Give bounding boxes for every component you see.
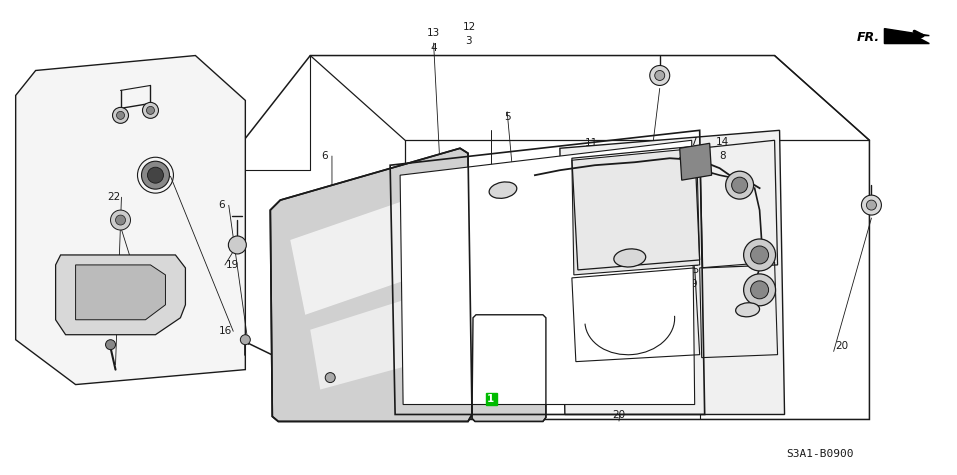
Polygon shape <box>679 143 712 180</box>
Circle shape <box>229 236 246 254</box>
Circle shape <box>143 103 159 118</box>
Text: FR.: FR. <box>857 31 879 44</box>
Text: 9: 9 <box>690 279 697 289</box>
Text: 2: 2 <box>588 152 594 162</box>
Polygon shape <box>310 295 430 390</box>
Circle shape <box>105 340 116 350</box>
Polygon shape <box>884 28 929 44</box>
Circle shape <box>142 161 169 189</box>
Polygon shape <box>270 148 472 421</box>
Ellipse shape <box>489 182 517 199</box>
Circle shape <box>146 106 154 114</box>
Circle shape <box>861 195 881 215</box>
Circle shape <box>750 281 768 299</box>
Text: 1: 1 <box>487 394 495 405</box>
Text: 15: 15 <box>687 265 701 275</box>
Ellipse shape <box>613 249 646 267</box>
Text: S3A1-B0900: S3A1-B0900 <box>786 449 854 459</box>
Text: 19: 19 <box>226 260 239 270</box>
Circle shape <box>325 372 335 382</box>
Circle shape <box>117 111 124 119</box>
Circle shape <box>116 215 125 225</box>
Text: 7: 7 <box>520 296 526 306</box>
Polygon shape <box>472 315 545 421</box>
Circle shape <box>111 210 130 230</box>
Circle shape <box>240 335 251 345</box>
Text: 22: 22 <box>107 192 120 202</box>
Text: 20: 20 <box>835 342 848 352</box>
Polygon shape <box>290 195 435 315</box>
Text: 21: 21 <box>670 298 683 308</box>
Bar <box>486 393 497 406</box>
Text: 13: 13 <box>427 28 440 38</box>
Polygon shape <box>400 140 695 405</box>
Polygon shape <box>76 265 166 320</box>
Text: 3: 3 <box>466 36 472 46</box>
Circle shape <box>147 167 164 183</box>
Text: 10: 10 <box>484 380 498 390</box>
Circle shape <box>744 274 775 306</box>
Text: 17: 17 <box>612 200 626 209</box>
Polygon shape <box>560 130 785 415</box>
Circle shape <box>732 177 747 193</box>
Circle shape <box>744 239 775 271</box>
Circle shape <box>866 200 877 210</box>
Circle shape <box>725 171 753 199</box>
Text: 4: 4 <box>431 43 437 53</box>
Text: 6: 6 <box>322 151 328 161</box>
Text: 11: 11 <box>585 138 598 148</box>
Text: 8: 8 <box>719 151 725 161</box>
Text: 7: 7 <box>690 137 697 147</box>
Circle shape <box>655 70 665 80</box>
Text: 18: 18 <box>125 282 138 292</box>
Circle shape <box>650 66 670 86</box>
Polygon shape <box>56 255 186 335</box>
Text: 20: 20 <box>612 410 626 420</box>
Polygon shape <box>15 56 245 385</box>
Polygon shape <box>572 148 700 275</box>
Text: 14: 14 <box>716 137 729 147</box>
Text: 12: 12 <box>462 22 476 32</box>
Text: 6: 6 <box>218 200 225 210</box>
Circle shape <box>113 107 128 124</box>
Circle shape <box>750 246 768 264</box>
Text: 5: 5 <box>503 112 510 122</box>
Ellipse shape <box>736 303 760 317</box>
Text: 16: 16 <box>218 326 232 336</box>
